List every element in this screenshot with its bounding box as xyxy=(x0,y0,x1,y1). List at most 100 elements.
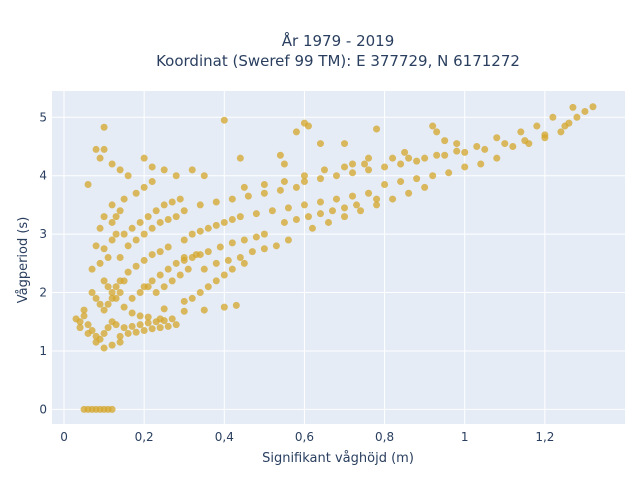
data-point xyxy=(292,216,300,224)
data-point xyxy=(228,216,236,224)
data-point xyxy=(260,180,268,188)
data-point xyxy=(236,154,244,162)
data-point xyxy=(140,183,148,191)
data-point xyxy=(108,218,116,226)
data-point xyxy=(152,207,160,215)
data-point xyxy=(228,239,236,247)
data-point xyxy=(100,145,108,153)
y-tick-label: 2 xyxy=(39,286,47,300)
data-point xyxy=(124,172,132,180)
data-point xyxy=(76,324,84,332)
data-point xyxy=(341,213,349,221)
data-point xyxy=(108,236,116,244)
data-point xyxy=(172,259,180,267)
data-point xyxy=(132,236,140,244)
data-point xyxy=(144,213,152,221)
data-point xyxy=(501,140,509,148)
data-point xyxy=(212,259,220,267)
data-point xyxy=(473,143,481,150)
data-point xyxy=(541,134,549,142)
data-point xyxy=(349,160,357,168)
data-point xyxy=(200,172,208,180)
data-point xyxy=(300,201,308,209)
data-point xyxy=(405,189,413,197)
data-point xyxy=(517,128,525,136)
data-point xyxy=(120,230,128,238)
data-point xyxy=(104,300,112,308)
x-tick-labels: 0 0,2 0,4 0,6 0,8 1 1,2 xyxy=(60,430,554,444)
data-point xyxy=(284,204,292,212)
data-point xyxy=(136,289,144,297)
data-point xyxy=(168,198,176,206)
data-point xyxy=(132,189,140,197)
data-point xyxy=(104,324,112,332)
x-tick-label: 0,8 xyxy=(375,430,394,444)
data-point xyxy=(172,321,180,329)
data-point xyxy=(421,154,429,162)
data-point xyxy=(320,166,328,174)
data-point xyxy=(160,201,168,209)
data-point xyxy=(180,307,188,315)
data-point xyxy=(240,236,248,244)
data-point xyxy=(144,283,152,291)
data-point xyxy=(148,325,156,333)
data-point xyxy=(581,107,589,115)
data-point xyxy=(557,128,565,136)
y-tick-labels: 0 1 2 3 4 5 xyxy=(39,110,47,416)
data-point xyxy=(160,283,168,291)
data-point xyxy=(308,224,316,232)
data-point xyxy=(128,294,136,302)
data-point xyxy=(381,163,389,171)
data-point xyxy=(365,189,373,197)
data-point xyxy=(341,163,349,171)
data-point xyxy=(188,230,196,238)
data-point xyxy=(212,277,220,285)
data-point xyxy=(148,178,156,186)
data-point xyxy=(252,233,260,241)
data-point xyxy=(100,344,108,352)
data-point xyxy=(152,289,160,297)
data-point xyxy=(220,271,228,279)
data-point xyxy=(433,151,441,159)
data-point xyxy=(156,248,164,256)
data-point xyxy=(140,327,148,335)
data-point xyxy=(401,148,409,156)
data-point xyxy=(280,218,288,226)
data-point xyxy=(108,294,116,302)
data-point xyxy=(224,256,232,264)
data-point xyxy=(164,243,172,251)
x-tick-label: 1,2 xyxy=(535,430,554,444)
data-point xyxy=(152,318,160,326)
chart-title-line1: År 1979 - 2019 xyxy=(282,31,395,50)
data-point xyxy=(96,224,104,232)
data-point xyxy=(160,166,168,174)
data-point xyxy=(373,125,381,133)
data-point xyxy=(92,145,100,153)
data-point xyxy=(92,294,100,302)
data-point xyxy=(104,254,112,261)
data-point xyxy=(220,218,228,226)
data-point xyxy=(180,297,188,305)
data-point xyxy=(389,195,397,203)
data-point xyxy=(349,169,357,177)
data-points xyxy=(72,103,597,413)
data-point xyxy=(188,294,196,302)
data-point xyxy=(100,329,108,337)
data-point xyxy=(96,335,104,343)
y-tick-label: 1 xyxy=(39,344,47,358)
data-point xyxy=(188,166,196,174)
data-point xyxy=(573,113,581,121)
data-point xyxy=(381,180,389,188)
data-point xyxy=(132,262,140,270)
data-point xyxy=(361,160,369,168)
data-point xyxy=(120,277,128,285)
data-point xyxy=(292,128,300,136)
data-point xyxy=(176,271,184,279)
data-point xyxy=(140,230,148,238)
data-point xyxy=(429,122,437,130)
data-point xyxy=(276,186,284,194)
data-point xyxy=(136,218,144,226)
data-point xyxy=(84,321,92,329)
data-point xyxy=(212,221,220,229)
